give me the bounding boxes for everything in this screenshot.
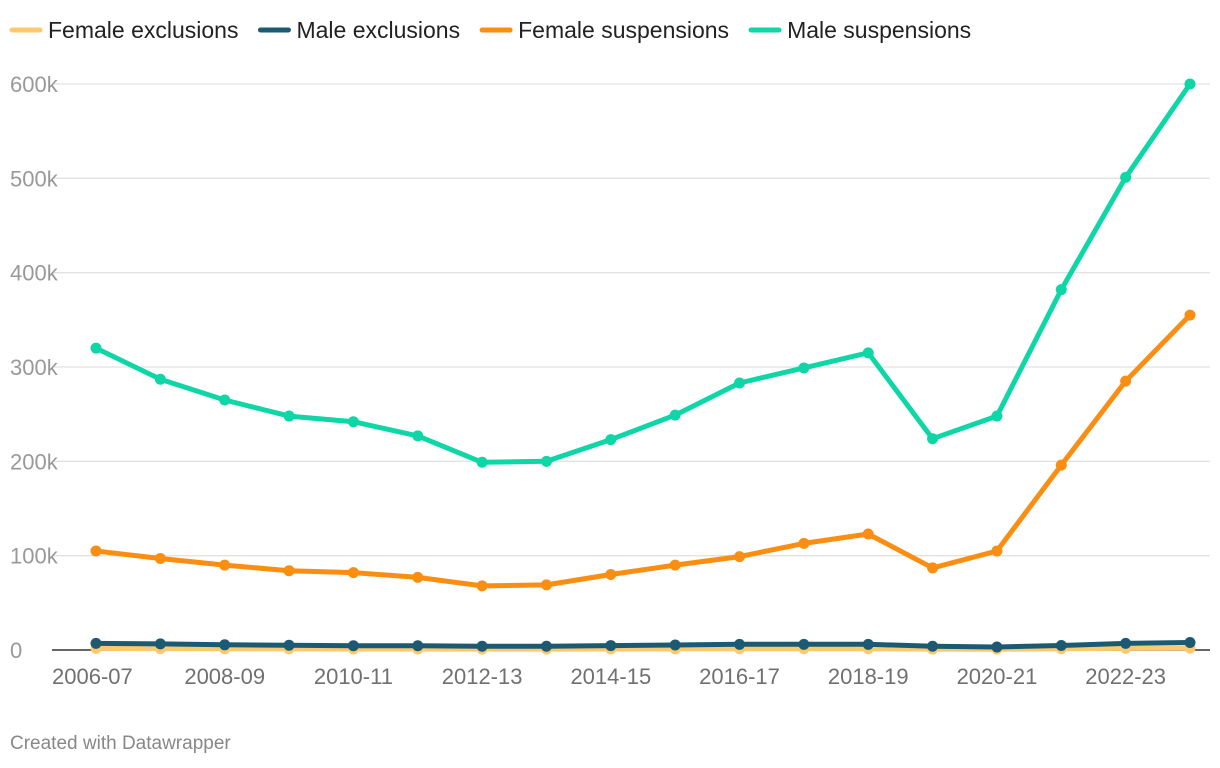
x-tick-label: 2022-23: [1085, 664, 1166, 689]
data-point-male-exclusions[interactable]: [991, 641, 1003, 653]
data-point-female-suspensions[interactable]: [283, 565, 295, 577]
data-point-female-suspensions[interactable]: [734, 551, 746, 563]
data-point-female-suspensions[interactable]: [1055, 459, 1067, 471]
y-tick-label: 300k: [10, 355, 59, 380]
series-female-suspensions: [90, 309, 1196, 592]
data-point-male-exclusions[interactable]: [927, 640, 939, 652]
data-point-male-suspensions[interactable]: [347, 416, 359, 428]
data-point-male-suspensions[interactable]: [1184, 78, 1196, 90]
data-point-male-suspensions[interactable]: [798, 362, 810, 374]
data-point-female-suspensions[interactable]: [1184, 309, 1196, 321]
data-point-male-exclusions[interactable]: [90, 637, 102, 649]
data-point-male-exclusions[interactable]: [862, 638, 874, 650]
series-male-exclusions: [90, 636, 1196, 653]
data-point-male-suspensions[interactable]: [734, 377, 746, 389]
data-point-female-suspensions[interactable]: [669, 559, 681, 571]
legend-item-female-exclusions[interactable]: Female exclusions: [9, 17, 238, 43]
x-tick-label: 2008-09: [184, 664, 265, 689]
data-point-male-exclusions[interactable]: [540, 640, 552, 652]
data-point-female-suspensions[interactable]: [862, 528, 874, 540]
x-axis-ticks: 2006-07 2008-09 2010-11 2012-13 2014-15 2016-…: [52, 664, 1166, 689]
data-point-female-suspensions[interactable]: [927, 562, 939, 574]
data-point-male-suspensions[interactable]: [605, 434, 617, 446]
data-point-male-exclusions[interactable]: [219, 639, 231, 651]
series-line-female-suspensions: [93, 312, 1193, 589]
data-point-male-suspensions[interactable]: [1055, 284, 1067, 296]
y-tick-label: 400k: [10, 261, 59, 286]
data-point-male-exclusions[interactable]: [734, 638, 746, 650]
data-point-male-exclusions[interactable]: [283, 639, 295, 651]
data-point-male-suspensions[interactable]: [412, 430, 424, 442]
data-point-male-suspensions[interactable]: [90, 342, 102, 354]
data-point-female-suspensions[interactable]: [798, 537, 810, 549]
series-line-male-suspensions: [93, 81, 1193, 465]
data-point-male-exclusions[interactable]: [669, 639, 681, 651]
data-point-male-suspensions[interactable]: [476, 456, 488, 468]
y-tick-label: 200k: [10, 449, 59, 474]
data-point-female-suspensions[interactable]: [412, 571, 424, 583]
legend-label: Female suspensions: [518, 17, 729, 43]
data-point-male-suspensions[interactable]: [862, 347, 874, 359]
data-point-male-suspensions[interactable]: [991, 410, 1003, 422]
legend-label: Male exclusions: [296, 17, 460, 43]
x-tick-label: 2012-13: [442, 664, 523, 689]
x-tick-label: 2016-17: [699, 664, 780, 689]
data-point-male-exclusions[interactable]: [1120, 637, 1132, 649]
data-point-female-suspensions[interactable]: [154, 552, 166, 564]
data-point-male-exclusions[interactable]: [798, 638, 810, 650]
x-tick-label: 2014-15: [570, 664, 651, 689]
x-tick-label: 2018-19: [828, 664, 909, 689]
footer-credit: Created with Datawrapper: [10, 733, 231, 754]
legend-label: Female exclusions: [48, 17, 238, 43]
data-point-female-suspensions[interactable]: [347, 567, 359, 579]
data-point-male-exclusions[interactable]: [1055, 639, 1067, 651]
y-tick-label: 500k: [10, 166, 59, 191]
series-line-male-exclusions: [93, 640, 1193, 650]
data-point-female-suspensions[interactable]: [476, 580, 488, 592]
data-point-female-suspensions[interactable]: [540, 579, 552, 591]
legend-item-male-suspensions[interactable]: Male suspensions: [748, 17, 971, 43]
data-point-female-suspensions[interactable]: [1120, 375, 1132, 387]
data-point-male-exclusions[interactable]: [412, 640, 424, 652]
data-point-female-suspensions[interactable]: [219, 559, 231, 571]
y-tick-label: 600k: [10, 72, 59, 97]
data-point-male-suspensions[interactable]: [154, 373, 166, 385]
y-tick-label: 0: [10, 638, 22, 663]
y-tick-label: 100k: [10, 544, 59, 569]
data-point-male-suspensions[interactable]: [669, 409, 681, 421]
x-tick-label: 2006-07: [52, 664, 133, 689]
data-point-male-suspensions[interactable]: [927, 433, 939, 445]
data-point-female-suspensions[interactable]: [90, 545, 102, 557]
data-point-male-suspensions[interactable]: [283, 410, 295, 422]
legend-item-male-exclusions[interactable]: Male exclusions: [257, 17, 460, 43]
data-point-male-exclusions[interactable]: [1184, 636, 1196, 648]
data-point-male-suspensions[interactable]: [219, 394, 231, 406]
x-tick-label: 2010-11: [314, 664, 393, 689]
data-point-male-exclusions[interactable]: [476, 640, 488, 652]
data-point-male-exclusions[interactable]: [154, 638, 166, 650]
data-point-female-suspensions[interactable]: [991, 545, 1003, 557]
series-male-suspensions: [90, 78, 1196, 468]
legend: Female exclusions Male exclusions Female s…: [9, 17, 971, 43]
legend-item-female-suspensions[interactable]: Female suspensions: [479, 17, 729, 43]
x-tick-label: 2020-21: [957, 664, 1038, 689]
data-point-male-suspensions[interactable]: [540, 455, 552, 467]
legend-label: Male suspensions: [787, 17, 971, 43]
series-group: [90, 78, 1196, 655]
data-point-female-suspensions[interactable]: [605, 569, 617, 581]
data-point-male-exclusions[interactable]: [347, 640, 359, 652]
data-point-male-exclusions[interactable]: [605, 640, 617, 652]
data-point-male-suspensions[interactable]: [1120, 171, 1132, 183]
y-axis-ticks: 0 100k 200k 300k 400k 500k 600k: [10, 72, 59, 663]
